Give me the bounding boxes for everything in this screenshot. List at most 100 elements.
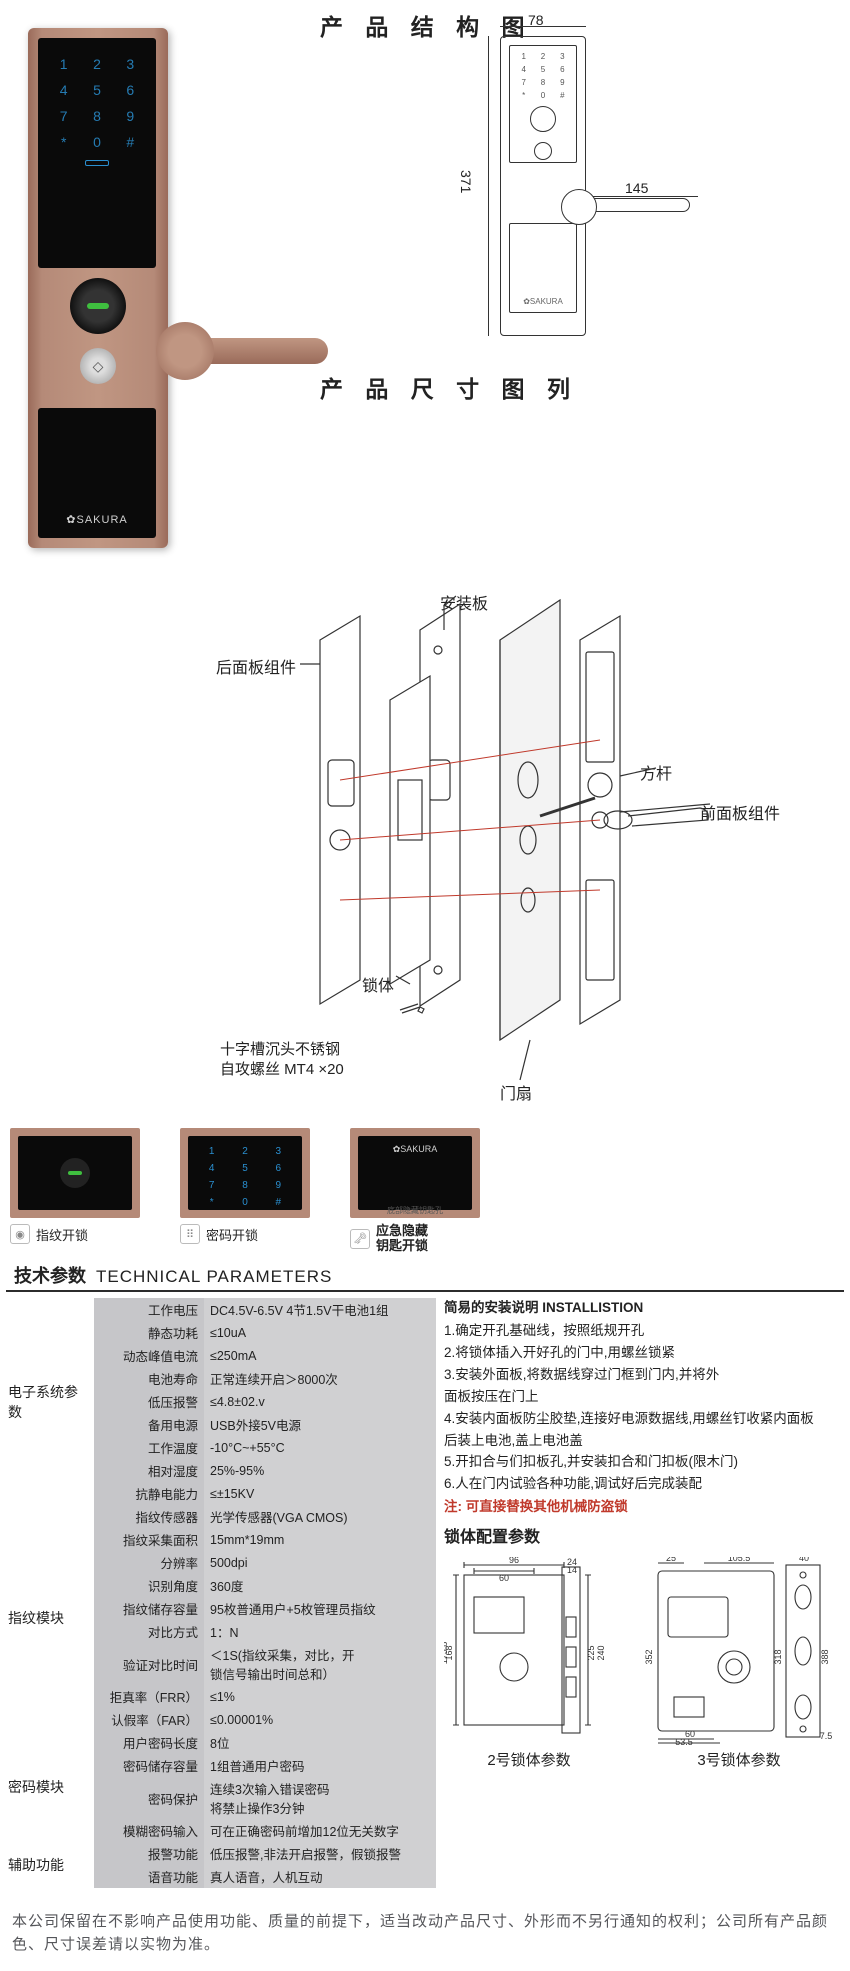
param-value: 8位 — [204, 1731, 436, 1754]
svg-text:96: 96 — [509, 1557, 519, 1565]
structure-diagram: 78 371 145 123456789*0# ✿SAKURA — [480, 20, 820, 350]
dimensions-title: 产 品 尺 寸 图 列 — [320, 370, 578, 404]
param-value: ≤1% — [204, 1685, 436, 1708]
param-value: 1：N — [204, 1620, 436, 1643]
product-render: 123 456 789 *0# ◇ ✿SAKURA — [28, 28, 168, 548]
install-step: 后装上电池,盖上电池盖 — [444, 1431, 844, 1452]
install-step: 3.安装外面板,将数据线穿过门框到门内,并将外 — [444, 1365, 844, 1386]
exploded-diagram — [200, 580, 840, 1100]
install-step: 4.安装内面板防尘胶垫,连接好电源数据线,用螺丝钉收紧内面板 — [444, 1409, 844, 1430]
install-step: 1.确定开孔基础线，按照纸规开孔 — [444, 1321, 844, 1342]
param-key: 动态峰值电流 — [94, 1344, 204, 1367]
param-key: 密码储存容量 — [94, 1754, 204, 1777]
param-value: 25%-95% — [204, 1459, 436, 1482]
param-key: 识别角度 — [94, 1574, 204, 1597]
door-handle — [188, 338, 328, 364]
param-value: ≤4.8±02.v — [204, 1390, 436, 1413]
param-key: 模糊密码输入 — [94, 1819, 204, 1842]
thumb-fingerprint: ◉指纹开锁 — [10, 1128, 140, 1244]
tech-params-heading: 技术参数TECHNICAL PARAMETERS — [6, 1256, 844, 1292]
install-step: 2.将锁体插入开好孔的门中,用螺丝锁紧 — [444, 1343, 844, 1364]
svg-text:225: 225 — [586, 1646, 596, 1661]
key-button-icon: ◇ — [80, 348, 116, 384]
thumb-key: ✿SAKURA底部隐藏钥匙孔 🗝应急隐藏钥匙开锁 — [350, 1128, 480, 1244]
param-group: 指纹模块 — [6, 1505, 94, 1731]
param-value: ≤250mA — [204, 1344, 436, 1367]
param-value: ＜1S(指纹采集，对比，开 锁信号输出时间总和） — [204, 1643, 436, 1685]
param-key: 分辨率 — [94, 1551, 204, 1574]
svg-text:7.5: 7.5 — [820, 1731, 833, 1741]
param-value: ≤10uA — [204, 1321, 436, 1344]
install-step: 5.开扣合与们扣板孔,并安装扣合和门扣板(限木门) — [444, 1452, 844, 1473]
param-value: 500dpi — [204, 1551, 436, 1574]
param-key: 相对湿度 — [94, 1459, 204, 1482]
param-key: 认假率（FAR） — [94, 1708, 204, 1731]
param-key: 静态功耗 — [94, 1321, 204, 1344]
keypad-icon: ⠿ — [180, 1224, 200, 1244]
param-key: 语音功能 — [94, 1865, 204, 1888]
install-step: 面板按压在门上 — [444, 1387, 844, 1408]
param-key: 密码保护 — [94, 1777, 204, 1819]
svg-text:318: 318 — [773, 1650, 783, 1665]
param-value: 光学传感器(VGA CMOS) — [204, 1505, 436, 1528]
parameters-table: 电子系统参数工作电压DC4.5V-6.5V 4节1.5V干电池1组静态功耗≤10… — [6, 1298, 436, 1888]
dim-height: 371 — [458, 170, 474, 193]
param-value: 360度 — [204, 1574, 436, 1597]
thumb-password: 123456789*0# ⠿密码开锁 — [180, 1128, 310, 1244]
param-key: 验证对比时间 — [94, 1643, 204, 1685]
svg-text:175.8: 175.8 — [444, 1642, 449, 1665]
keypad: 123 456 789 *0# — [38, 38, 156, 156]
param-key: 电池寿命 — [94, 1367, 204, 1390]
param-value: ≤±15KV — [204, 1482, 436, 1505]
param-value: -10°C~+55°C — [204, 1436, 436, 1459]
lockbody-title: 锁体配置参数 — [444, 1526, 844, 1551]
param-value: DC4.5V-6.5V 4节1.5V干电池1组 — [204, 1298, 436, 1321]
param-value: USB外接5V电源 — [204, 1413, 436, 1436]
param-key: 用户密码长度 — [94, 1731, 204, 1754]
param-key: 指纹传感器 — [94, 1505, 204, 1528]
param-key: 抗静电能力 — [94, 1482, 204, 1505]
param-key: 指纹储存容量 — [94, 1597, 204, 1620]
disclaimer: 本公司保留在不影响产品使用功能、质量的前提下，适当改动产品尺寸、外形而不另行通知… — [0, 1900, 850, 1971]
param-key: 工作温度 — [94, 1436, 204, 1459]
param-group: 密码模块 — [6, 1731, 94, 1842]
param-key: 备用电源 — [94, 1413, 204, 1436]
param-value: 95枚普通用户+5枚管理员指纹 — [204, 1597, 436, 1620]
dim-handle: 145 — [625, 180, 648, 196]
svg-text:25: 25 — [666, 1557, 676, 1563]
svg-text:105.5: 105.5 — [728, 1557, 751, 1563]
param-value: 连续3次输入错误密码 将禁止操作3分钟 — [204, 1777, 436, 1819]
install-step: 6.人在门内试验各种功能,调试好后完成装配 — [444, 1474, 844, 1495]
fingerprint-sensor — [70, 278, 126, 334]
param-value: ≤0.00001% — [204, 1708, 436, 1731]
svg-text:240: 240 — [596, 1646, 606, 1661]
param-value: 1组普通用户密码 — [204, 1754, 436, 1777]
key-icon: 🗝 — [350, 1229, 370, 1249]
param-group: 辅助功能 — [6, 1842, 94, 1888]
svg-text:14: 14 — [567, 1565, 577, 1575]
param-value: 低压报警,非法开启报警，假锁报警 — [204, 1842, 436, 1865]
param-value: 正常连续开启＞8000次 — [204, 1367, 436, 1390]
fingerprint-icon: ◉ — [10, 1224, 30, 1244]
svg-text:40: 40 — [799, 1557, 809, 1563]
svg-text:60: 60 — [499, 1573, 509, 1583]
param-key: 工作电压 — [94, 1298, 204, 1321]
param-key: 拒真率（FRR） — [94, 1685, 204, 1708]
svg-text:352: 352 — [644, 1650, 654, 1665]
param-key: 报警功能 — [94, 1842, 204, 1865]
param-value: 可在正确密码前增加12位无关数字 — [204, 1819, 436, 1842]
install-title: 简易的安装说明 INSTALLISTION — [444, 1298, 844, 1319]
svg-text:60: 60 — [685, 1729, 695, 1739]
install-steps: 1.确定开孔基础线，按照纸规开孔2.将锁体插入开好孔的门中,用螺丝锁紧3.安装外… — [444, 1321, 844, 1495]
param-key: 对比方式 — [94, 1620, 204, 1643]
param-key: 指纹采集面积 — [94, 1528, 204, 1551]
param-value: 真人语音，人机互动 — [204, 1865, 436, 1888]
card-slot-icon — [85, 160, 109, 166]
param-key: 低压报警 — [94, 1390, 204, 1413]
feature-thumbnails: ◉指纹开锁 123456789*0# ⠿密码开锁 ✿SAKURA底部隐藏钥匙孔 … — [0, 1120, 850, 1250]
lockbody-figures: 96 60 168 175.8 225 240 24 14 2号锁体参数 — [444, 1557, 844, 1772]
brand-logo: ✿SAKURA — [66, 513, 127, 526]
install-note: 注: 可直接替换其他机械防盗锁 — [444, 1497, 844, 1518]
param-group: 电子系统参数 — [6, 1298, 94, 1505]
param-value: 15mm*19mm — [204, 1528, 436, 1551]
